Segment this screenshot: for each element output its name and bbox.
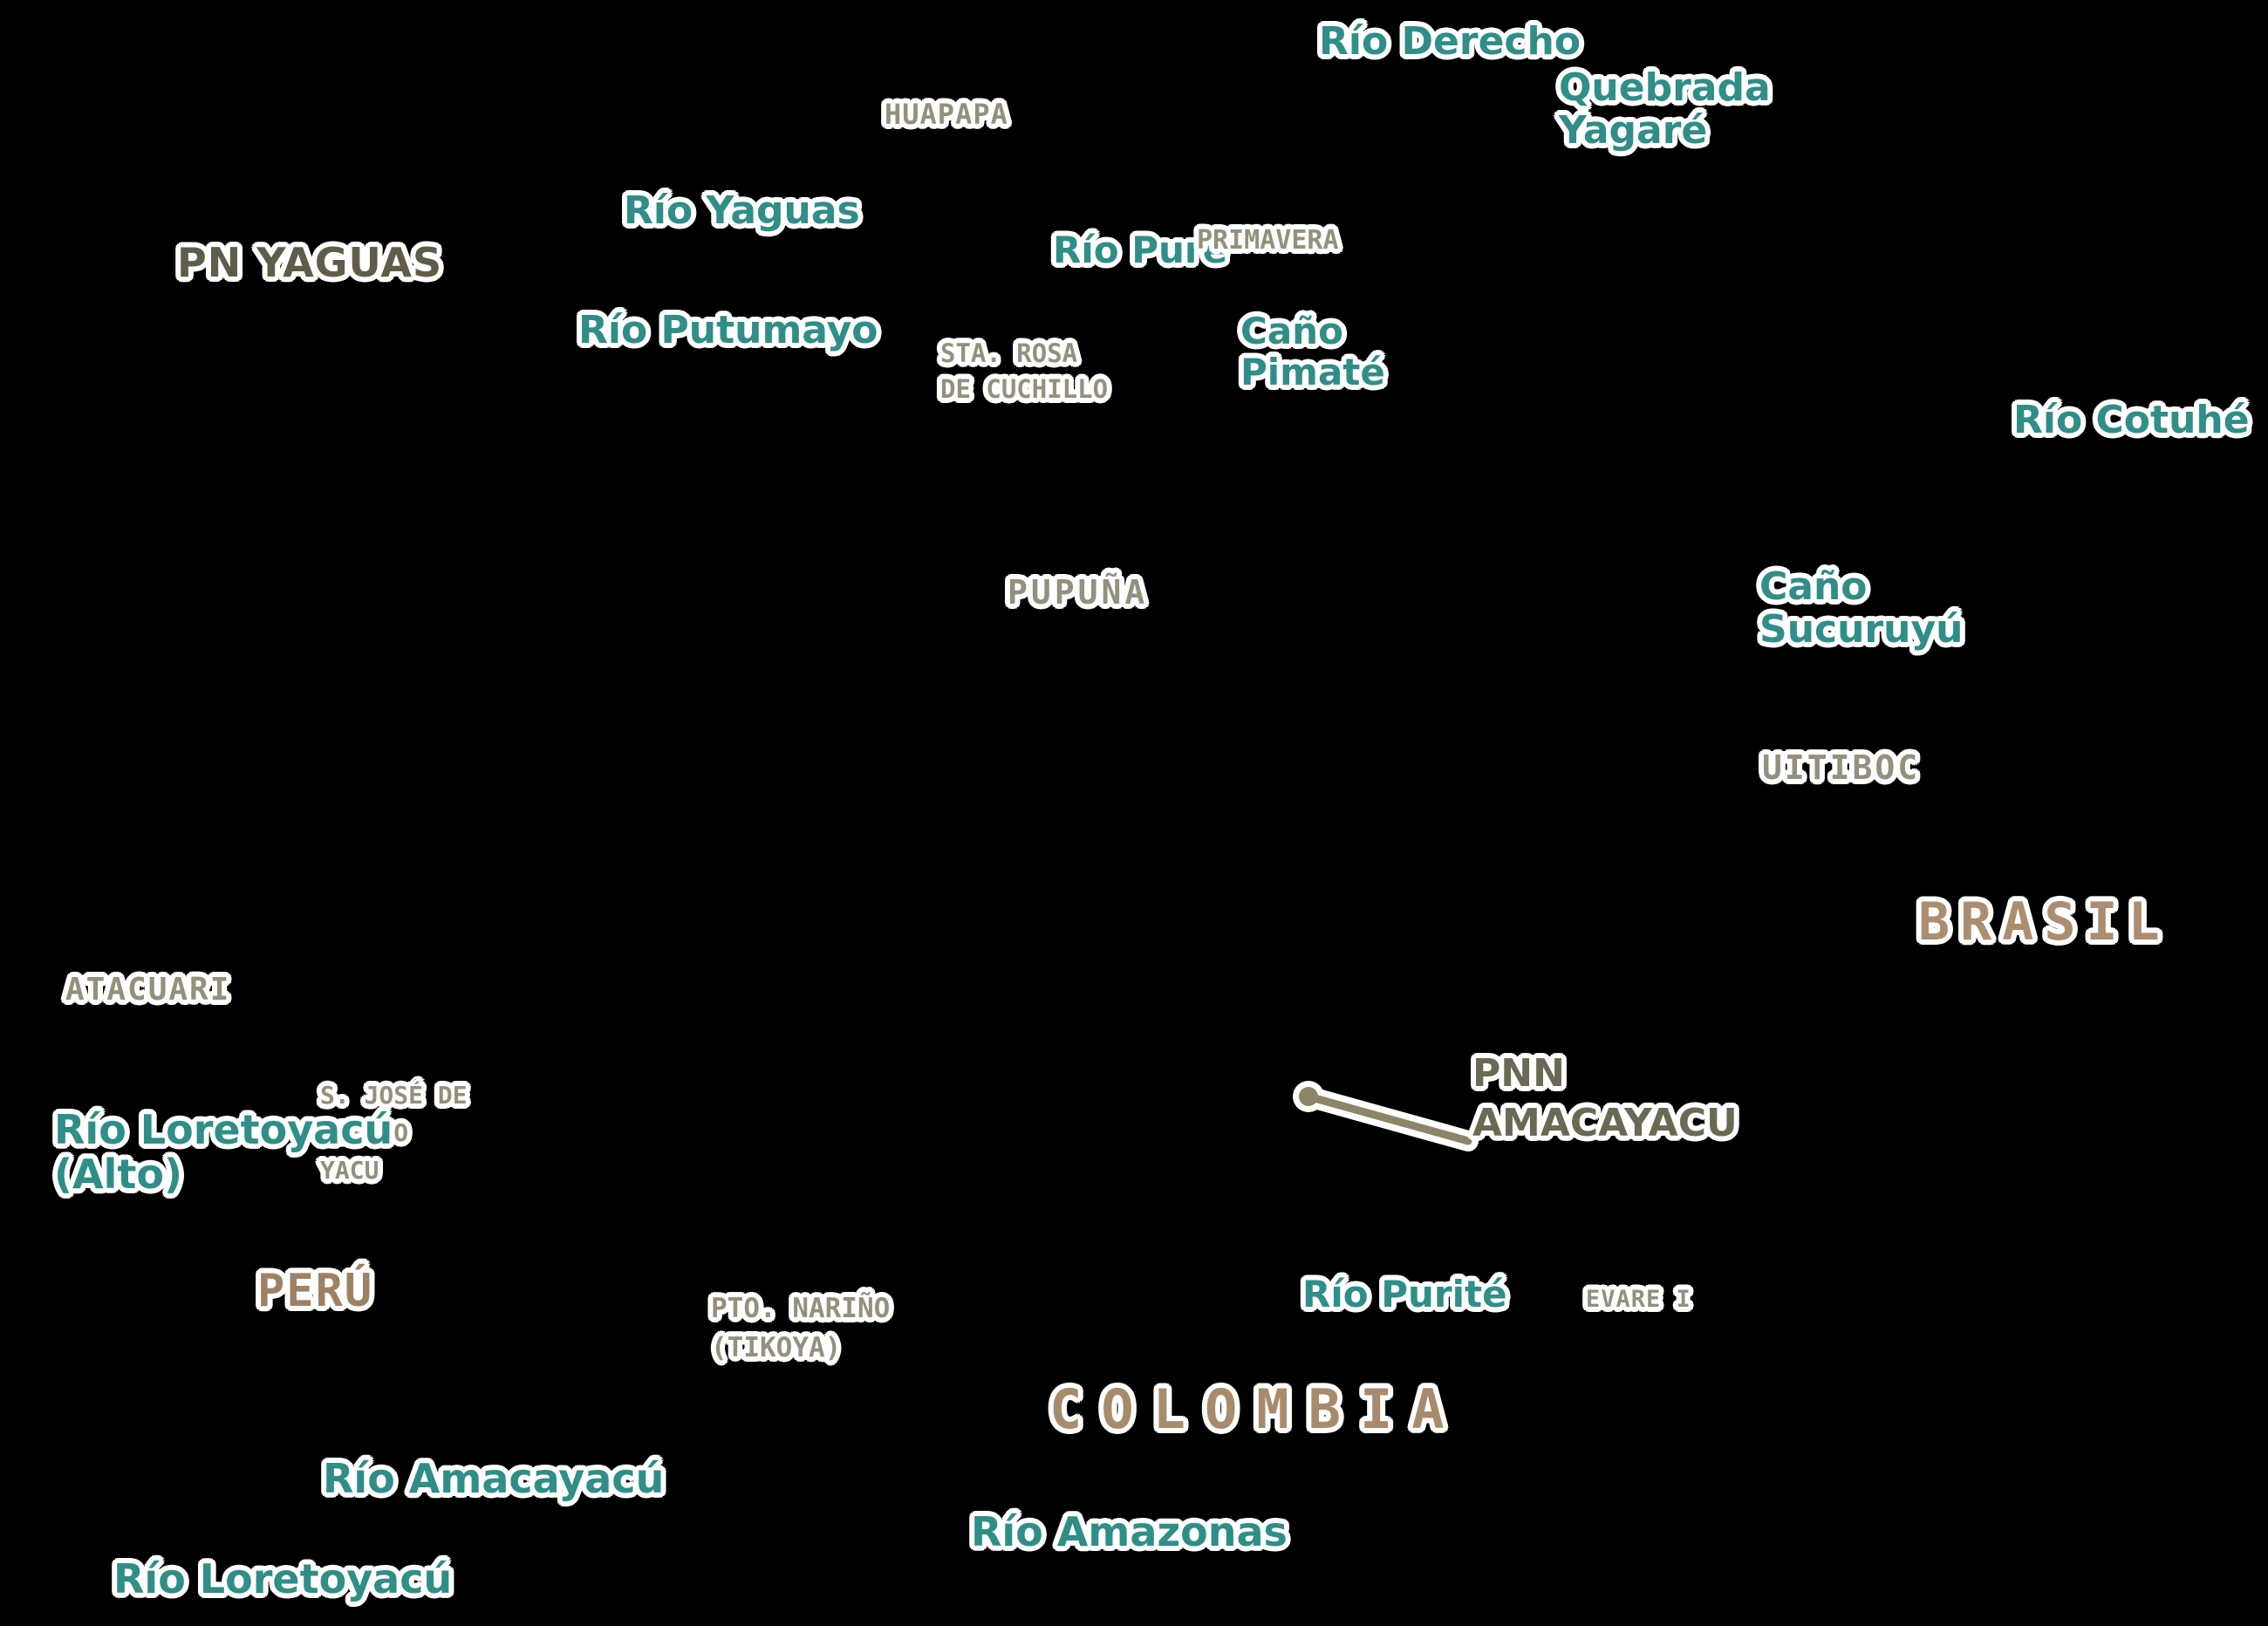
peru-label: PERÚ: [257, 1265, 374, 1317]
cano-sucuruyu-label: Caño Sucuruyú: [1759, 564, 1964, 652]
uitiboc-label: UITIBOC: [1762, 748, 1921, 787]
cano-pimate-label: Caño Pimaté: [1240, 310, 1385, 394]
leader-dot-casing: [1293, 1081, 1324, 1112]
pto-narino-tikoya-label: PTO. NARIÑO (TIKOYA): [711, 1293, 891, 1363]
pupuna-label: PUPUÑA: [1008, 573, 1149, 611]
sta-rosa-de-cuchillo-label: STA. ROSA DE CUCHILLO: [940, 338, 1109, 404]
rio-loretoyacu-alto-label: Río Loretoyacú (Alto): [54, 1106, 393, 1198]
s-jose-de-loreto-yacu-label: S. JOSÉ DE LORETO YACU: [320, 1081, 468, 1185]
rio-derecho-label: Río Derecho: [1319, 19, 1581, 64]
pnn-amacayacu-label: PNN AMACAYACU: [1472, 1051, 1738, 1146]
primavera-label: PRIMAVERA: [1197, 225, 1339, 256]
rio-amacayacu-label: Río Amacayacú: [323, 1455, 665, 1502]
rio-loretoyacu-label: Río Loretoyacú: [113, 1555, 453, 1602]
rio-amazonas-label: Río Amazonas: [971, 1508, 1288, 1555]
pn-yaguas-label: PN YAGUAS: [177, 239, 443, 286]
huapapa-label: HUAPAPA: [885, 98, 1008, 131]
colombia-label: COLOMBIA: [1049, 1377, 1464, 1441]
rio-purite-label: Río Purité: [1302, 1273, 1507, 1315]
leader-line-casing: [1298, 1086, 1479, 1151]
rio-putumayo-label: Río Putumayo: [578, 308, 878, 352]
leader-line: [1304, 1092, 1472, 1145]
leader-dot: [1299, 1087, 1318, 1106]
brasil-label: BRASIL: [1918, 892, 2170, 953]
rio-yaguas-label: Río Yaguas: [624, 188, 860, 233]
rio-cotuhe-label: Río Cotuhé: [2013, 398, 2250, 442]
rio-pure-label: Río Puré: [1053, 229, 1228, 271]
evare-i-label: EVARE I: [1586, 1286, 1691, 1313]
atacuari-label: ATACUARI: [65, 972, 231, 1008]
quebrada-yagare-label: Quebrada Yagaré: [1559, 65, 1771, 154]
